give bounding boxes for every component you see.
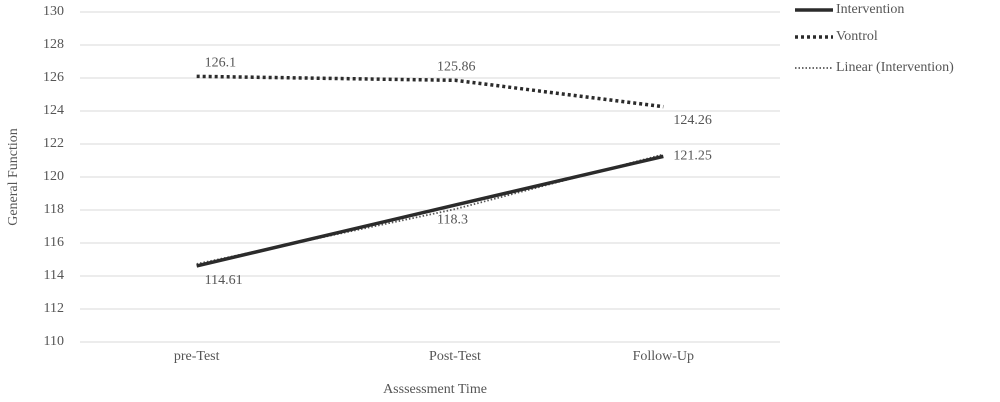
legend-label: Intervention (836, 2, 904, 17)
data-label: 124.26 (673, 113, 712, 128)
y-axis-title: General Function (6, 128, 21, 226)
data-label: 114.61 (205, 273, 243, 288)
x-tick-label: pre-Test (174, 349, 220, 364)
y-tick-label: 112 (44, 301, 64, 316)
data-label: 121.25 (673, 149, 712, 164)
y-tick-label: 128 (43, 37, 64, 52)
x-tick-label: Follow-Up (633, 349, 694, 364)
y-tick-label: 110 (44, 334, 64, 349)
y-tick-label: 118 (44, 202, 64, 217)
legend-label: Vontrol (836, 29, 878, 44)
y-tick-label: 116 (44, 235, 64, 250)
y-tick-label: 126 (43, 70, 64, 85)
y-tick-label: 124 (43, 103, 64, 118)
y-tick-label: 114 (44, 268, 64, 283)
data-label: 126.1 (205, 56, 237, 71)
legend-label: Linear (Intervention) (836, 60, 954, 75)
series-line (196, 154, 664, 268)
data-label: 118.3 (437, 212, 468, 227)
y-tick-label: 130 (43, 4, 64, 19)
x-tick-label: Post-Test (429, 349, 481, 364)
series-line (196, 74, 664, 109)
y-tick-label: 120 (43, 169, 64, 184)
x-axis-title: Asssessment Time (383, 382, 487, 397)
data-label: 125.86 (437, 60, 476, 75)
y-tick-label: 122 (43, 136, 64, 151)
